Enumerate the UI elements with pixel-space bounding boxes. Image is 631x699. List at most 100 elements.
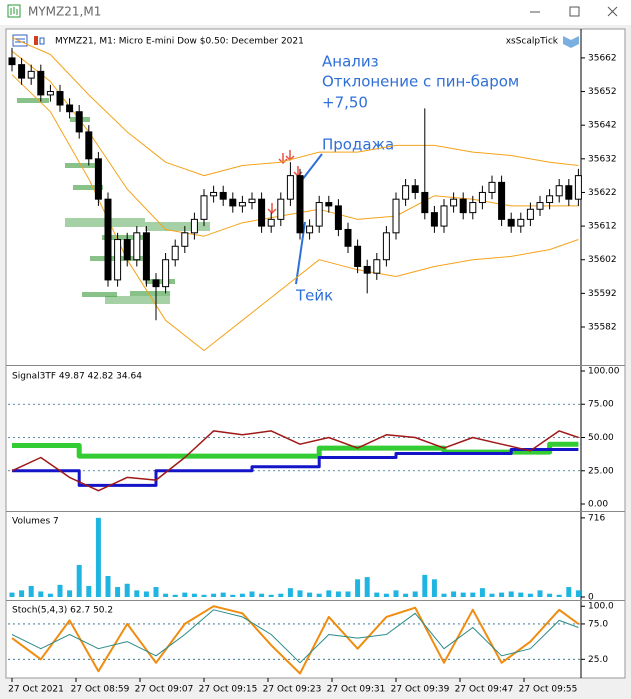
candle-body — [334, 205, 342, 230]
volume-bar — [153, 587, 159, 597]
candle-body — [555, 185, 563, 197]
indicator-line — [11, 609, 579, 664]
candle-body — [296, 175, 304, 234]
candle-body — [114, 239, 122, 281]
y-tick-label: 75.0 — [588, 619, 608, 629]
y-tick-label: 35602 — [588, 255, 617, 265]
candle-body — [354, 245, 362, 267]
candle-body — [142, 232, 150, 281]
y-tick-label: 50.00 — [588, 433, 614, 443]
volume-bar — [95, 517, 101, 597]
time-label: 27 Oct 09:55 — [519, 685, 578, 695]
volume-bar — [163, 593, 169, 597]
volume-bar — [355, 579, 361, 597]
candle-body — [411, 185, 419, 193]
volume-bar — [105, 576, 111, 597]
volume-bar — [278, 593, 284, 597]
y-tick-label: 35632 — [588, 154, 617, 164]
indicator-line — [11, 430, 579, 492]
volume-bar — [38, 591, 44, 597]
candle-body — [536, 202, 544, 210]
candle-body — [392, 198, 400, 234]
volume-bar — [575, 590, 581, 597]
candle-body — [421, 191, 429, 214]
candle-body — [258, 198, 266, 227]
candle-body — [430, 212, 438, 227]
candle-body — [152, 279, 160, 288]
indicator-line — [11, 605, 579, 675]
y-tick-label: 75.00 — [588, 400, 614, 410]
indicator-line — [11, 37, 579, 177]
y-tick-label: 25.0 — [588, 655, 608, 665]
time-label: 27 Oct 09:39 — [391, 685, 450, 695]
time-label: 27 Oct 09:31 — [327, 685, 386, 695]
volume-bar — [499, 592, 505, 597]
volume-bar — [508, 591, 514, 597]
volume-bar — [345, 591, 351, 597]
volume-bar — [9, 592, 15, 597]
candle-body — [507, 218, 515, 227]
candle-body — [373, 259, 381, 274]
volume-bar — [172, 594, 178, 597]
volume-bar — [489, 593, 495, 597]
volume-bar — [28, 585, 34, 597]
candle-body — [488, 181, 496, 193]
volume-bar — [297, 590, 303, 597]
volume-bar — [143, 591, 149, 597]
panel-title: Signal3TF 49.87 42.82 34.64 — [12, 372, 142, 382]
volume-bar — [211, 593, 217, 597]
volume-bar — [460, 592, 466, 597]
candle-body — [27, 70, 35, 79]
chart-header: MYMZ21, M1: Micro E-mini Dow $0.50: Dece… — [55, 37, 304, 47]
time-label: 27 Oct 09:15 — [199, 685, 258, 695]
volume-bar — [451, 591, 457, 597]
volume-bar — [57, 584, 63, 597]
time-label: 27 Oct 09:23 — [263, 685, 322, 695]
candle-body — [478, 191, 486, 204]
candle-body — [286, 175, 294, 200]
candle-body — [200, 195, 208, 220]
candle-body — [382, 232, 390, 261]
volume-bar — [316, 593, 322, 597]
volume-bar — [230, 594, 236, 597]
volume-bar — [412, 591, 418, 597]
y-tick-label: 100.0 — [588, 602, 614, 612]
maximize-button[interactable] — [569, 6, 580, 17]
candle-body — [238, 202, 246, 207]
volume-bar — [124, 583, 130, 597]
candle-body — [210, 191, 218, 197]
candle-body — [248, 198, 256, 204]
candle-body — [75, 111, 83, 133]
indicator-name: xsScalpTick — [506, 37, 559, 47]
candle-body — [85, 131, 93, 160]
chart-area — [5, 28, 626, 679]
candle-body — [267, 218, 275, 227]
candle-body — [517, 218, 525, 227]
candle-body — [162, 259, 170, 288]
annotation: Тейк — [295, 287, 333, 305]
candle-body — [363, 265, 371, 274]
candle-body — [94, 158, 102, 200]
volume-bar — [287, 588, 293, 597]
volume-bar — [239, 593, 245, 597]
candle-body — [18, 64, 26, 79]
y-tick-label: 35662 — [588, 53, 617, 63]
indicator-line — [12, 448, 579, 487]
volume-bar — [383, 593, 389, 597]
volume-bar — [403, 593, 409, 597]
volume-bar — [326, 590, 332, 597]
volume-bar — [479, 588, 485, 597]
candle-body — [190, 218, 198, 234]
annotation: +7,50 — [322, 94, 368, 112]
y-tick-label: 716 — [588, 513, 605, 523]
volume-bar — [220, 592, 226, 597]
title-bar — [0, 0, 631, 25]
volume-bar — [470, 592, 476, 597]
close-button[interactable] — [607, 6, 618, 17]
candle-body — [402, 185, 410, 200]
candle-body — [306, 225, 314, 234]
candle-body — [181, 232, 189, 247]
time-label: 27 Oct 2021 — [8, 685, 64, 695]
y-tick-label: 35622 — [588, 188, 617, 198]
